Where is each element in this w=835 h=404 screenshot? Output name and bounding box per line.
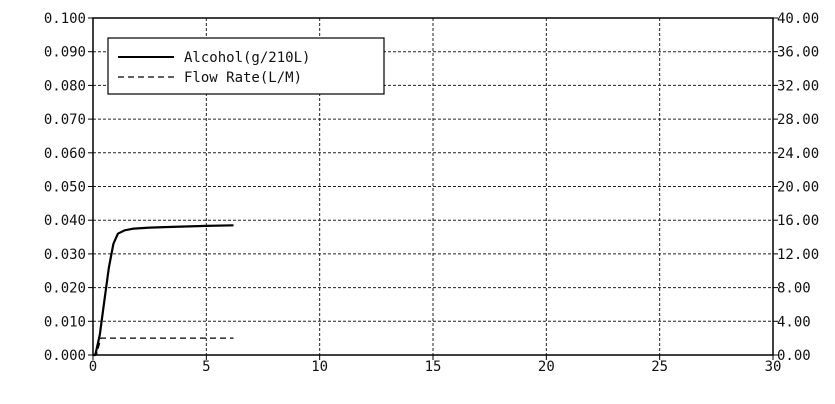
- bottom-tick-label: 15: [425, 359, 442, 375]
- bottom-tick-label: 25: [651, 359, 668, 375]
- series-line-alcohol: [93, 224, 234, 357]
- right-tick-label: 0.00: [777, 348, 811, 364]
- legend-label-flow-rate: Flow Rate(L/M): [184, 70, 302, 86]
- left-tick-label: 0.040: [44, 213, 86, 229]
- bottom-axis-ticks: 0 5 10 15 20 25 30: [89, 355, 782, 375]
- bottom-tick-label: 20: [538, 359, 555, 375]
- right-tick-label: 20.00: [777, 180, 819, 196]
- right-tick-label: 36.00: [777, 45, 819, 61]
- left-tick-label: 0.080: [44, 78, 86, 94]
- legend: Alcohol(g/210L) Flow Rate(L/M): [107, 37, 385, 95]
- left-tick-label: 0.000: [44, 348, 86, 364]
- left-tick-label: 0.020: [44, 281, 86, 297]
- left-tick-label: 0.070: [44, 112, 86, 128]
- right-tick-label: 16.00: [777, 213, 819, 229]
- legend-box: [107, 37, 385, 95]
- left-tick-label: 0.060: [44, 146, 86, 162]
- grid-lines: [93, 18, 773, 355]
- right-tick-label: 12.00: [777, 247, 819, 263]
- right-tick-label: 32.00: [777, 78, 819, 94]
- series-layer: [93, 224, 234, 357]
- right-tick-label: 24.00: [777, 146, 819, 162]
- left-tick-label: 0.030: [44, 247, 86, 263]
- series-line-flow-rate: [93, 337, 234, 356]
- left-tick-label: 0.100: [44, 11, 86, 27]
- right-tick-label: 40.00: [777, 11, 819, 27]
- right-tick-label: 4.00: [777, 314, 811, 330]
- bottom-tick-label: 10: [311, 359, 328, 375]
- bottom-tick-label: 0: [89, 359, 97, 375]
- right-axis-ticks: 0.00 4.00 8.00 12.00 16.00 20.00 24.00 28.00 32.…: [773, 11, 819, 364]
- left-axis-ticks: 0.000 0.010 0.020 0.030 0.040 0.050 0.060 0.070…: [44, 11, 93, 364]
- legend-label-alcohol: Alcohol(g/210L): [184, 50, 310, 66]
- right-tick-label: 8.00: [777, 281, 811, 297]
- left-tick-label: 0.090: [44, 45, 86, 61]
- left-tick-label: 0.050: [44, 180, 86, 196]
- bottom-tick-label: 5: [202, 359, 210, 375]
- bottom-tick-label: 30: [765, 359, 782, 375]
- left-tick-label: 0.010: [44, 314, 86, 330]
- right-tick-label: 28.00: [777, 112, 819, 128]
